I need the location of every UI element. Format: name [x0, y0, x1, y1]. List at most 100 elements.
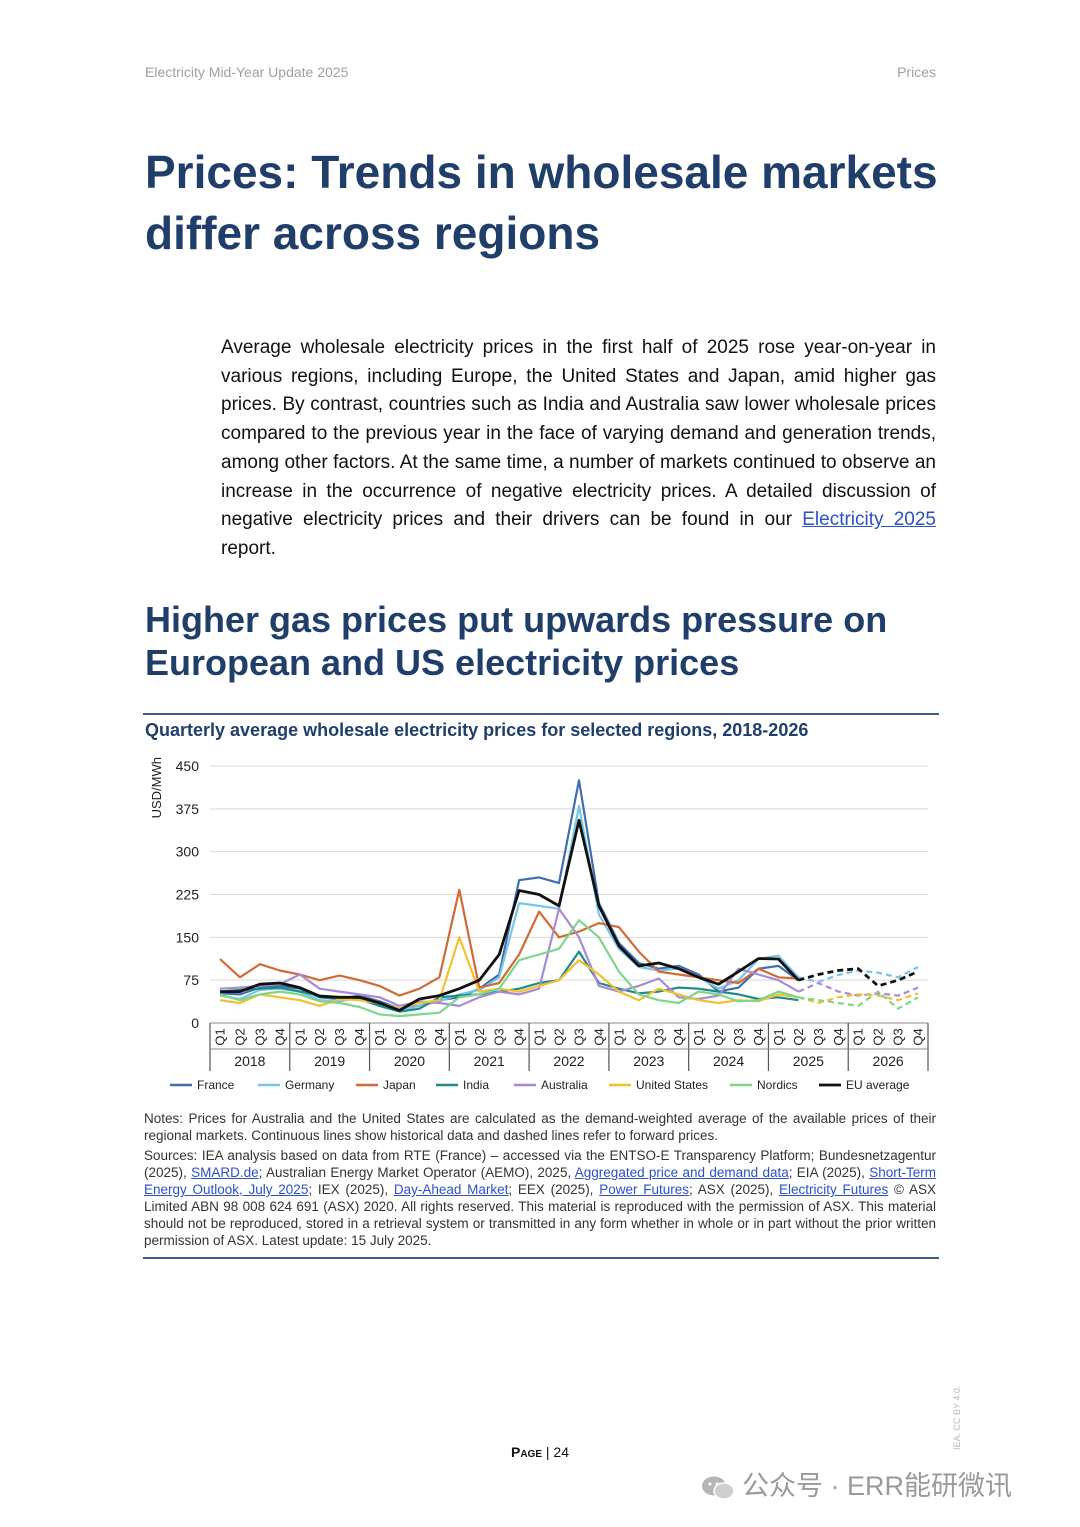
page-separator: | — [542, 1444, 554, 1460]
quarter-tick-label: Q4 — [831, 1028, 846, 1045]
year-tick-label: 2020 — [394, 1053, 425, 1069]
y-tick-label: 375 — [176, 801, 200, 817]
legend-label-australia: Australia — [541, 1078, 588, 1092]
quarter-tick-label: Q2 — [552, 1028, 567, 1045]
series-forward-australia — [797, 981, 919, 997]
intro-tail: report. — [221, 537, 276, 559]
quarter-tick-label: Q3 — [891, 1028, 906, 1045]
series-forward-nordics — [798, 990, 919, 1010]
quarter-tick-label: Q4 — [272, 1028, 287, 1045]
quarter-tick-label: Q3 — [332, 1028, 347, 1045]
report-header-title: Electricity Mid-Year Update 2025 — [145, 64, 349, 80]
legend-label-eu-average: EU average — [846, 1078, 910, 1092]
year-tick-label: 2023 — [633, 1053, 664, 1069]
y-tick-label: 300 — [176, 844, 200, 860]
quarter-tick-label: Q2 — [312, 1028, 327, 1045]
report-header-section: Prices — [897, 64, 936, 80]
quarter-tick-label: Q1 — [452, 1028, 467, 1045]
sources-part: Sources: IEA analysis based on data from… — [144, 1148, 936, 1180]
wechat-icon — [702, 1476, 735, 1500]
quarter-tick-label: Q3 — [811, 1028, 826, 1045]
series-forward-eu-average — [798, 967, 919, 988]
sources-part: ; Australian Energy Market Operator (AEM… — [258, 1165, 575, 1180]
sources-text: Sources: IEA analysis based on data from… — [144, 1147, 936, 1249]
quarter-tick-label: Q2 — [711, 1028, 726, 1045]
watermark: 公众号 · ERR能研微讯 — [700, 1464, 1012, 1503]
quarter-tick-label: Q3 — [412, 1028, 427, 1045]
series-line-australia — [219, 907, 799, 1007]
chart-legend: France Germany Japan India Australia United S… — [170, 1078, 910, 1092]
year-tick-label: 2025 — [793, 1053, 824, 1069]
figure-top-rule — [143, 713, 939, 715]
quarter-tick-label: Q2 — [392, 1028, 407, 1045]
quarter-tick-label: Q2 — [472, 1028, 487, 1045]
quarter-tick-label: Q1 — [771, 1028, 786, 1045]
quarter-tick-label: Q1 — [611, 1028, 626, 1045]
quarter-tick-label: Q4 — [432, 1028, 447, 1045]
page-number: 24 — [553, 1444, 569, 1460]
y-tick-label: 450 — [176, 758, 200, 774]
quarter-tick-label: Q3 — [571, 1028, 586, 1045]
quarter-tick-label: Q1 — [851, 1028, 866, 1045]
quarter-tick-label: Q3 — [731, 1028, 746, 1045]
sources-part: ; EIA (2025), — [788, 1165, 870, 1180]
quarter-tick-label: Q4 — [352, 1028, 367, 1045]
series-line-nordics — [219, 919, 799, 1018]
sources-part: ; EEX (2025), — [508, 1182, 600, 1197]
intro-paragraph: Average wholesale electricity prices in … — [221, 334, 936, 564]
quarter-tick-label: Q1 — [691, 1028, 706, 1045]
watermark-text: 公众号 · ERR能研微讯 — [742, 1471, 1012, 1501]
y-tick-label: 0 — [191, 1015, 199, 1031]
quarter-tick-label: Q4 — [591, 1028, 606, 1045]
y-axis-title: USD/MWh — [149, 757, 164, 818]
quarter-tick-label: Q1 — [292, 1028, 307, 1045]
year-tick-label: 2019 — [314, 1053, 345, 1069]
figure-title: Quarterly average wholesale electricity … — [145, 720, 809, 740]
sources-part: ; ASX (2025), — [688, 1182, 779, 1197]
year-tick-label: 2026 — [873, 1053, 904, 1069]
y-tick-label: 150 — [176, 929, 200, 945]
legend-label-united-states: United States — [636, 1078, 708, 1092]
page-word: Page — [510, 1444, 542, 1460]
aemo-link[interactable]: Aggregated price and demand data — [574, 1165, 789, 1180]
legend-label-japan: Japan — [383, 1078, 416, 1092]
license-mark: IEA. CC BY 4.0. — [952, 1385, 962, 1450]
quarter-tick-label: Q1 — [532, 1028, 547, 1045]
legend-label-nordics: Nordics — [757, 1078, 798, 1092]
sources-part: ; IEX (2025), — [308, 1182, 394, 1197]
legend-label-india: India — [463, 1078, 489, 1092]
notes-text: Notes: Prices for Australia and the Unit… — [144, 1111, 936, 1143]
series-line-united-states — [219, 936, 799, 1010]
quarter-tick-label: Q2 — [232, 1028, 247, 1045]
quarter-tick-label: Q4 — [512, 1028, 527, 1045]
year-tick-label: 2021 — [474, 1053, 505, 1069]
quarter-tick-label: Q4 — [671, 1028, 686, 1045]
year-tick-label: 2018 — [234, 1053, 265, 1069]
iex-link[interactable]: Day-Ahead Market — [393, 1182, 509, 1197]
series-forward-united-states — [798, 992, 919, 1005]
page-title: Prices: Trends in wholesale markets diff… — [145, 146, 938, 259]
quarter-tick-label: Q4 — [911, 1028, 926, 1045]
quarter-tick-label: Q4 — [751, 1028, 766, 1045]
quarter-tick-label: Q3 — [252, 1028, 267, 1045]
year-tick-label: 2024 — [713, 1053, 744, 1069]
eia-link[interactable]: Short-Term Energy Outlook, July 2025 — [144, 1165, 937, 1197]
page-footer: Page | 24 — [0, 1444, 1080, 1460]
series-line-eu-average — [220, 818, 800, 1012]
figure-bottom-rule — [143, 1257, 939, 1259]
quarter-tick-label: Q3 — [492, 1028, 507, 1045]
legend-label-germany: Germany — [285, 1078, 334, 1092]
smard-link[interactable]: SMARD.de — [191, 1165, 259, 1180]
quarter-tick-label: Q2 — [871, 1028, 886, 1045]
asx-link[interactable]: Electricity Futures — [779, 1182, 889, 1197]
section-title: Higher gas prices put upwards pressure o… — [145, 599, 888, 683]
eex-link[interactable]: Power Futures — [599, 1182, 689, 1197]
sources-part: © ASX Limited ABN 98 008 624 691 (ASX) 2… — [144, 1182, 936, 1248]
electricity-2025-link[interactable]: Electricity 2025 — [802, 509, 936, 531]
y-tick-label: 225 — [176, 887, 200, 903]
year-tick-label: 2022 — [553, 1053, 584, 1069]
quarter-tick-label: Q1 — [212, 1028, 227, 1045]
quarter-tick-label: Q2 — [791, 1028, 806, 1045]
legend-label-france: France — [197, 1078, 235, 1092]
